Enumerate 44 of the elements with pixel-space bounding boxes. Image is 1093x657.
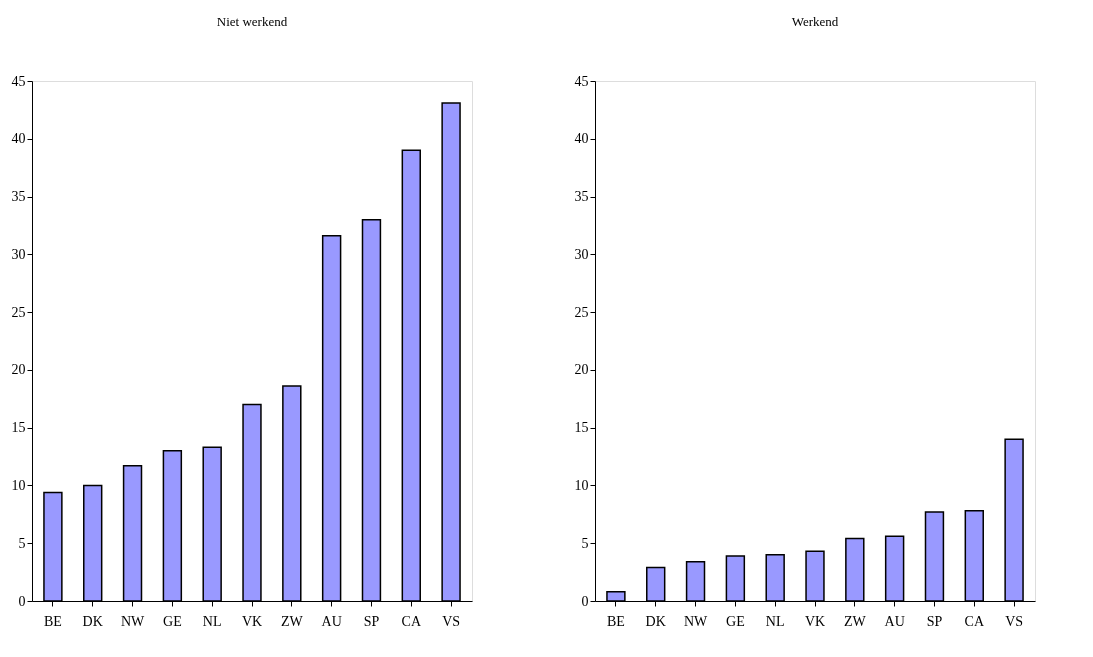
y-tick-label: 25	[11, 304, 26, 320]
x-tick-label: BE	[606, 613, 625, 629]
y-tick-label: 0	[18, 593, 26, 609]
chart-title: Niet werkend	[216, 14, 288, 29]
x-tick-label: DK	[82, 613, 103, 629]
y-tick-label: 20	[11, 362, 26, 378]
x-tick-label: NW	[120, 613, 145, 629]
y-tick-label: 15	[574, 420, 589, 436]
x-tick-label: NW	[683, 613, 708, 629]
y-tick-label: 5	[581, 535, 589, 551]
y-tick-label: 10	[11, 477, 26, 493]
x-tick-label: SP	[363, 613, 380, 629]
y-tick-label: 40	[574, 131, 589, 147]
y-tick-label: 35	[574, 189, 589, 205]
x-tick-label: ZW	[843, 613, 867, 629]
x-tick-label: NL	[202, 613, 222, 629]
y-tick-label: 25	[574, 304, 589, 320]
x-tick-label: ZW	[280, 613, 304, 629]
x-tick-label: VK	[804, 613, 826, 629]
x-tick-label: AU	[884, 613, 905, 629]
y-tick-label: 45	[574, 73, 589, 89]
x-tick-label: GE	[726, 613, 745, 629]
x-tick-label: NL	[765, 613, 785, 629]
y-tick-label: 15	[11, 420, 26, 436]
chart-title: Werkend	[791, 14, 839, 29]
y-tick-label: 10	[574, 477, 589, 493]
x-tick-label: DK	[645, 613, 666, 629]
x-tick-label: AU	[321, 613, 342, 629]
y-tick-label: 35	[11, 189, 26, 205]
x-tick-label: CA	[401, 613, 422, 629]
y-tick-label: 45	[11, 73, 26, 89]
y-tick-label: 0	[581, 593, 589, 609]
y-tick-label: 5	[18, 535, 26, 551]
x-tick-label: BE	[43, 613, 62, 629]
y-tick-label: 40	[11, 131, 26, 147]
y-tick-label: 30	[574, 246, 589, 262]
x-tick-label: VK	[241, 613, 263, 629]
x-tick-label: VS	[442, 613, 461, 629]
x-tick-label: GE	[163, 613, 182, 629]
y-tick-label: 30	[11, 246, 26, 262]
x-tick-label: CA	[964, 613, 985, 629]
x-tick-label: SP	[926, 613, 943, 629]
x-tick-label: VS	[1005, 613, 1024, 629]
y-tick-label: 20	[574, 362, 589, 378]
